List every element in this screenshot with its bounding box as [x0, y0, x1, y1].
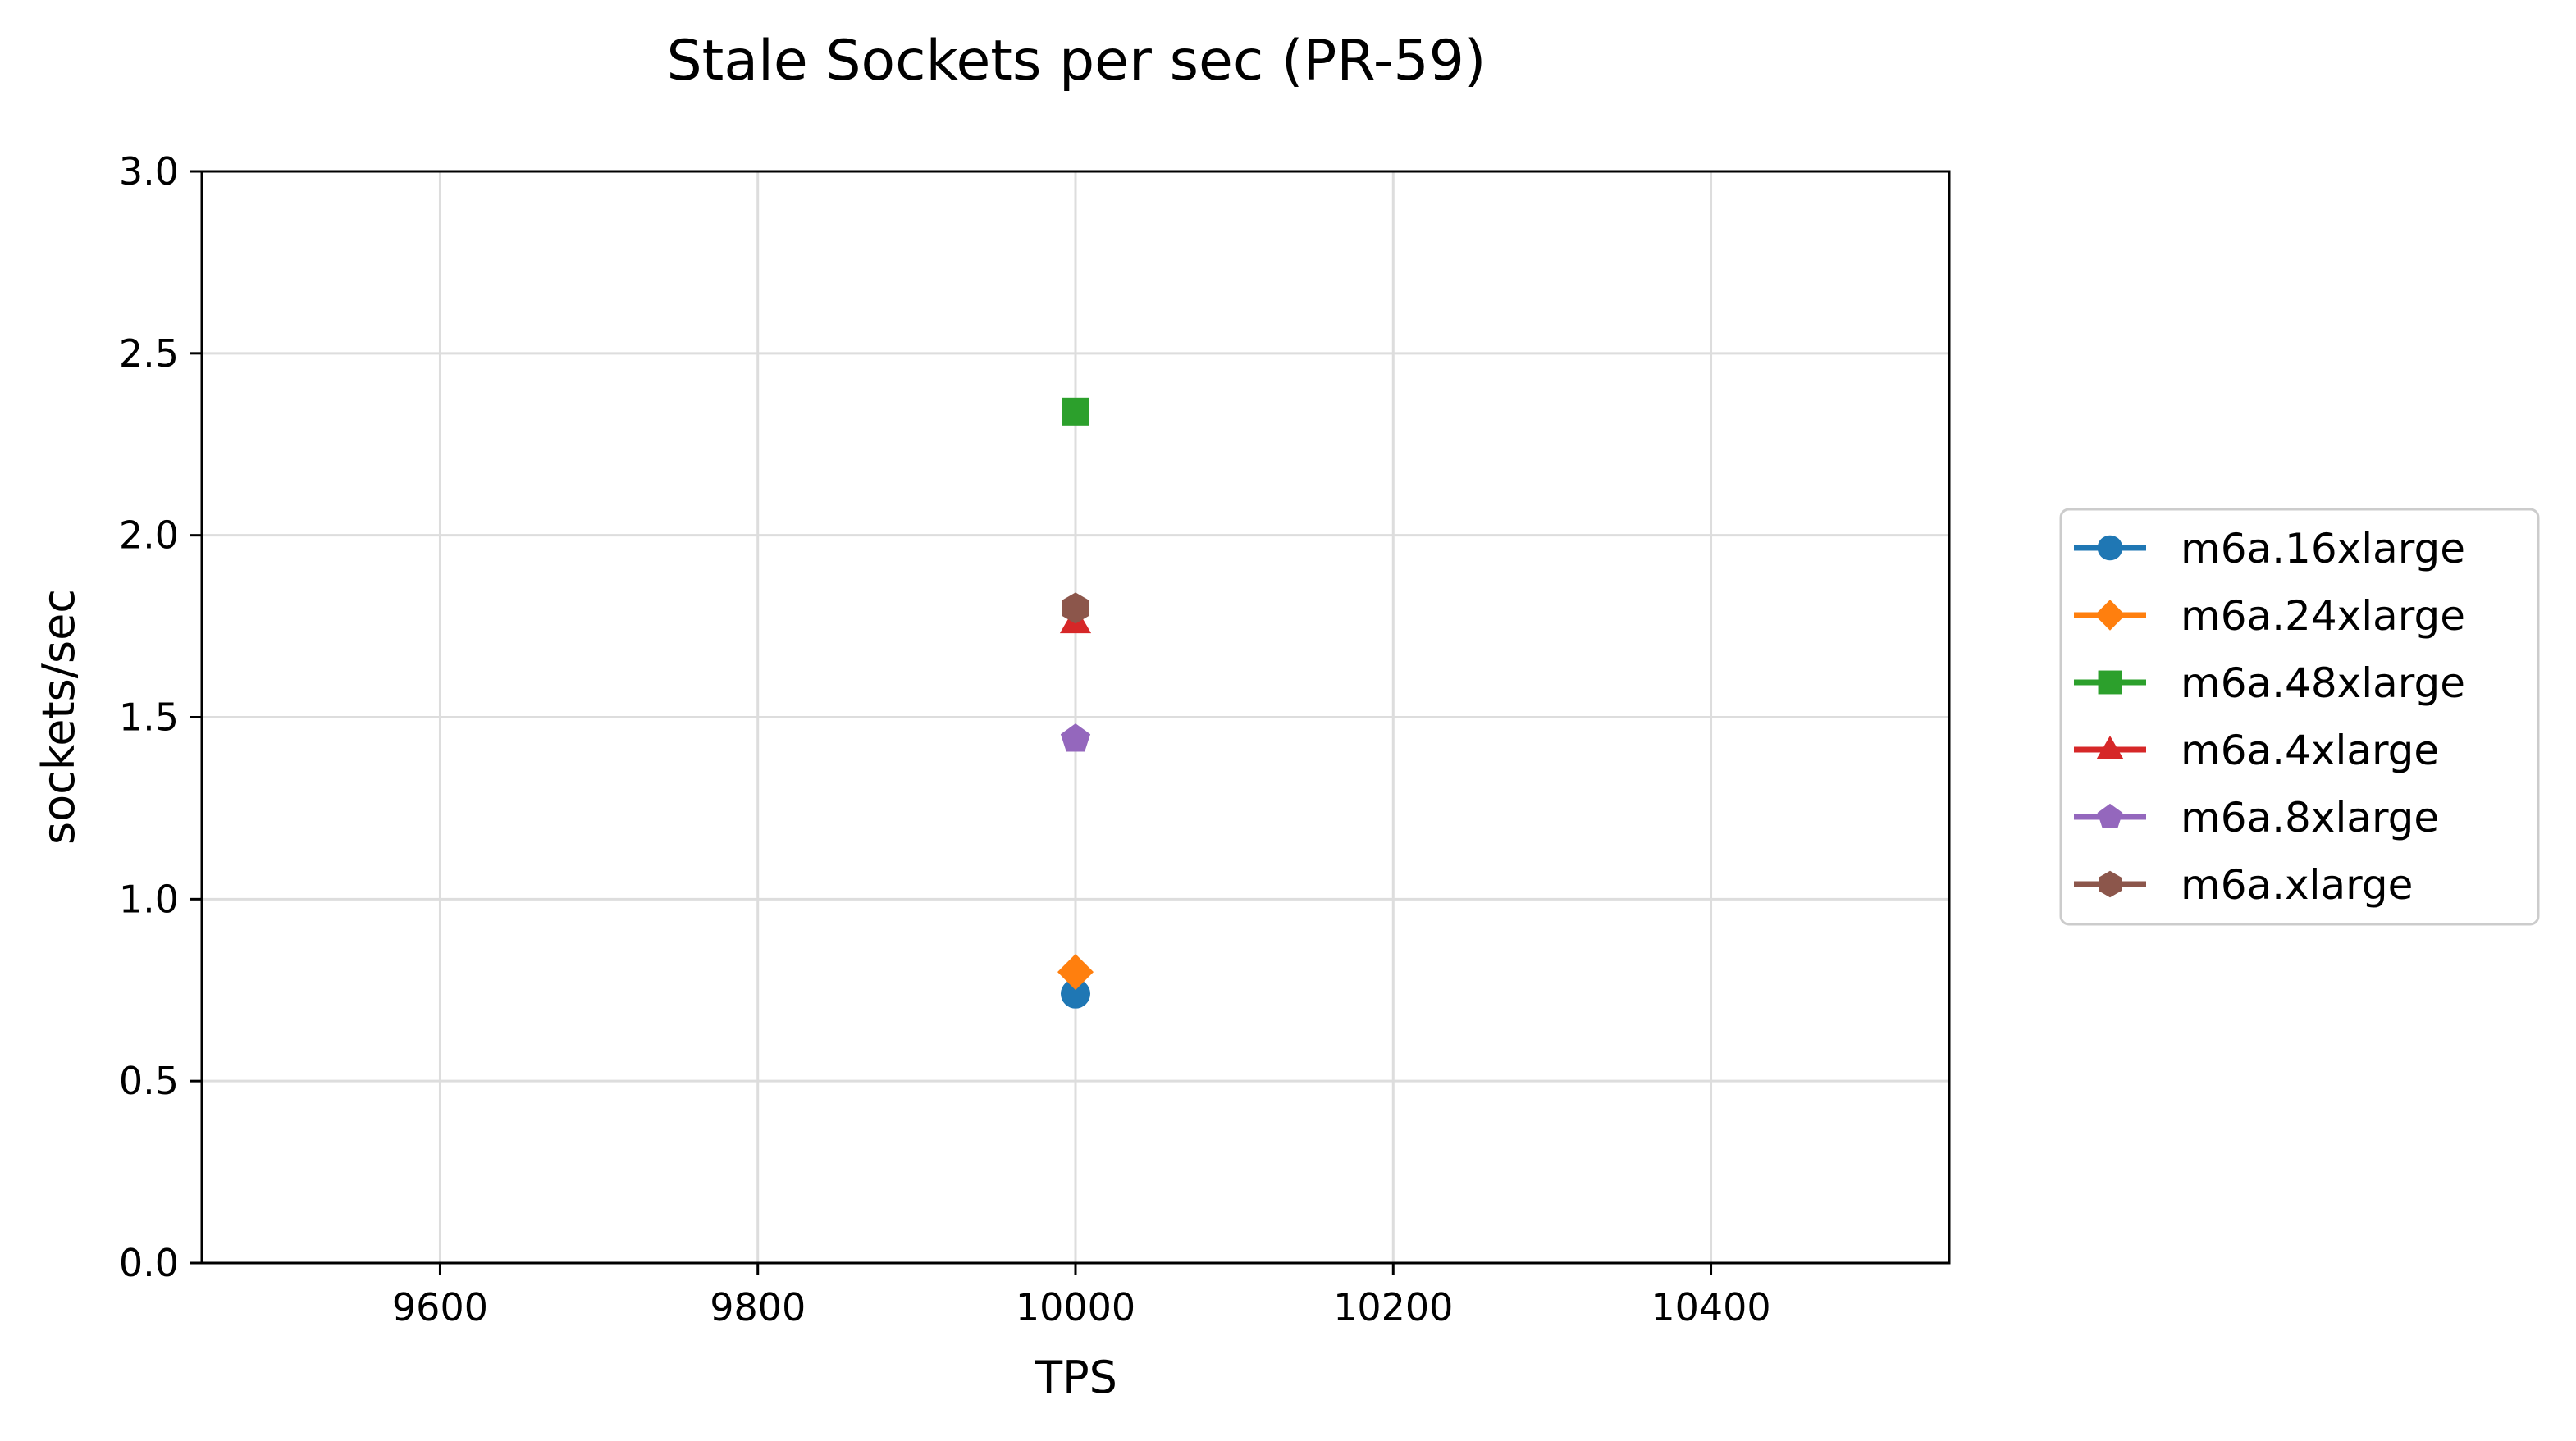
- legend-label: m6a.24xlarge: [2181, 592, 2465, 640]
- data-point-m6a.48xlarge: [1062, 397, 1089, 426]
- y-tick-label: 3.0: [119, 149, 179, 194]
- x-axis-label: TPS: [1035, 1352, 1117, 1403]
- legend-label: m6a.48xlarge: [2181, 659, 2465, 707]
- chart-title: Stale Sockets per sec (PR-59): [667, 29, 1487, 93]
- legend: m6a.16xlarge m6a.24xlarge m6a.48xlarge m6a.…: [2059, 508, 2540, 926]
- y-tick-label: 0.0: [119, 1241, 179, 1285]
- y-axis-label: sockets/sec: [33, 589, 84, 845]
- x-tick-label: 9800: [710, 1285, 806, 1329]
- data-points: [1057, 397, 1094, 1009]
- legend-marker-m6a.48xlarge: [2098, 670, 2122, 695]
- y-tick-label: 0.5: [119, 1059, 179, 1103]
- x-tick-label: 10200: [1333, 1285, 1453, 1329]
- y-tick-label: 1.5: [119, 695, 179, 740]
- data-point-m6a.8xlarge: [1060, 723, 1091, 752]
- data-point-m6a.16xlarge: [1061, 978, 1090, 1009]
- legend-marker-m6a.8xlarge: [2097, 803, 2123, 828]
- legend-label: m6a.xlarge: [2181, 861, 2413, 909]
- x-tick-label: 10000: [1016, 1285, 1135, 1329]
- legend-marker-m6a.24xlarge: [2094, 600, 2126, 631]
- data-point-m6a.xlarge: [1062, 592, 1089, 624]
- legend-label: m6a.8xlarge: [2181, 794, 2439, 841]
- y-tick-label: 2.0: [119, 513, 179, 558]
- y-tick-label: 1.0: [119, 877, 179, 921]
- data-point-m6a.24xlarge: [1057, 954, 1094, 991]
- legend-label: m6a.4xlarge: [2181, 727, 2439, 774]
- legend-label: m6a.16xlarge: [2181, 525, 2465, 572]
- axis-ticks: 9600 9800 10000 10200 10400 0.0 0.5 1.0 1.5 2.0 2.…: [119, 149, 1771, 1329]
- legend-marker-m6a.xlarge: [2099, 870, 2122, 898]
- x-tick-label: 10400: [1651, 1285, 1770, 1329]
- legend-marker-m6a.4xlarge: [2096, 736, 2124, 759]
- legend-marker-m6a.16xlarge: [2097, 535, 2123, 561]
- legend-box: [2059, 508, 2540, 926]
- y-tick-label: 2.5: [119, 331, 179, 376]
- gridlines: [202, 170, 1949, 1265]
- x-tick-label: 9600: [392, 1285, 488, 1329]
